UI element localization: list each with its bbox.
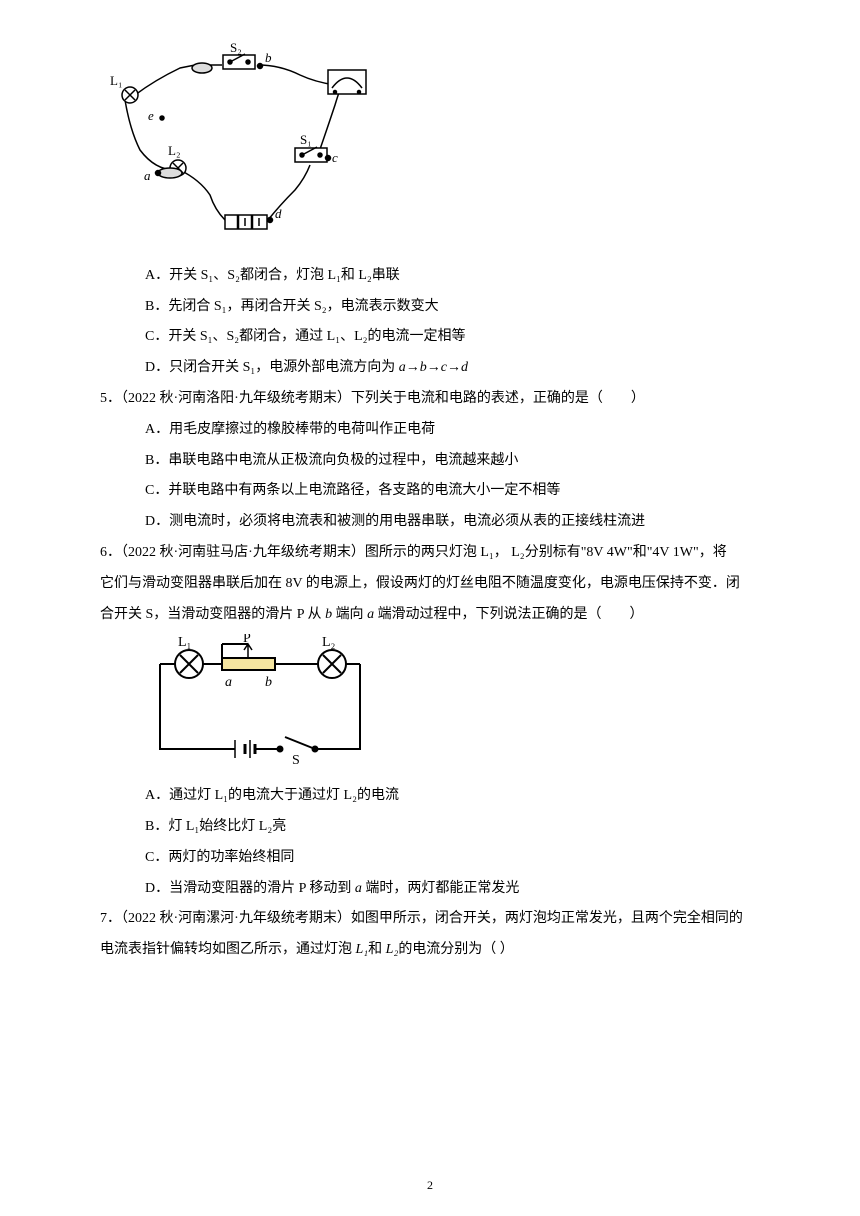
label-e: e: [148, 108, 154, 123]
q4-option-d: D．只闭合开关 S₁，电源外部电流方向为 a→b→c→d: [100, 353, 780, 384]
label-L2: L₂: [168, 143, 180, 158]
q6-option-a: A．通过灯 L₁的电流大于通过灯 L₂的电流: [100, 781, 780, 812]
q6-stem-2: 它们与滑动变阻器串联后加在 8V 的电源上，假设两灯的灯丝电阻不随温度变化，电源…: [100, 569, 780, 600]
q4-option-c: C．开关 S₁、S₂都闭合，通过 L₁、L₂的电流一定相等: [100, 322, 780, 353]
q7-stem-2: 电流表指针偏转均如图乙所示，通过灯泡 L₁和 L₂的电流分别为（ ）: [100, 935, 780, 966]
label-b: b: [265, 50, 272, 65]
q7-stem-1: 7．（2022 秋·河南漯河·九年级统考期末）如图甲所示，闭合开关，两灯泡均正常…: [100, 904, 780, 935]
q5-stem: 5．（2022 秋·河南洛阳·九年级统考期末）下列关于电流和电路的表述，正确的是…: [100, 384, 780, 415]
label-S2: S₂: [230, 40, 242, 55]
label-S: S: [292, 753, 300, 764]
label-L1: L₁: [110, 73, 122, 88]
label-b-2: b: [265, 675, 272, 690]
label-P: P: [243, 634, 251, 646]
label-a-2: a: [225, 675, 232, 690]
label-d: d: [275, 206, 282, 221]
circuit-diagram-1: L₁ S₂ b e L₂ a S₁ c d: [100, 40, 380, 240]
q4-option-a: A．开关 S₁、S₂都闭合，灯泡 L₁和 L₂串联: [100, 261, 780, 292]
circuit-diagram-2: L₁ L₂ P a b S: [140, 634, 380, 764]
page-number: 2: [0, 1172, 860, 1198]
q6-stem-1: 6．（2022 秋·河南驻马店·九年级统考期末）图所示的两只灯泡 L₁， L₂分…: [100, 538, 780, 569]
q6-option-b: B．灯 L₁始终比灯 L₂亮: [100, 812, 780, 843]
label-L2-2: L₂: [322, 635, 336, 650]
q6-stem-3: 合开关 S，当滑动变阻器的滑片 P 从 b 端向 a 端滑动过程中，下列说法正确…: [100, 600, 780, 631]
q5-option-a: A．用毛皮摩擦过的橡胶棒带的电荷叫作正电荷: [100, 415, 780, 446]
label-a: a: [144, 168, 151, 183]
q5-option-b: B．串联电路中电流从正极流向负极的过程中，电流越来越小: [100, 446, 780, 477]
q5-option-d: D．测电流时，必须将电流表和被测的用电器串联，电流必须从表的正接线柱流进: [100, 507, 780, 538]
q5-option-c: C．并联电路中有两条以上电流路径，各支路的电流大小一定不相等: [100, 476, 780, 507]
label-S1: S₁: [300, 132, 312, 147]
q4-option-b: B．先闭合 S₁，再闭合开关 S₂，电流表示数变大: [100, 292, 780, 323]
label-c: c: [332, 150, 338, 165]
q6-option-d: D．当滑动变阻器的滑片 P 移动到 a 端时，两灯都能正常发光: [100, 874, 780, 905]
label-L1-2: L₁: [178, 635, 191, 650]
q6-option-c: C．两灯的功率始终相同: [100, 843, 780, 874]
